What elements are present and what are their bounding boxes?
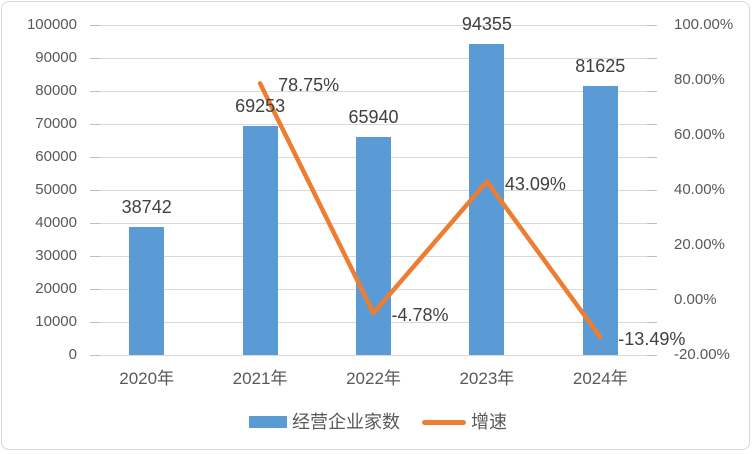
gridline [90,57,657,59]
x-axis-label: 2021年 [232,369,288,388]
axis-tick [647,255,657,257]
bar-value-label: 94355 [461,13,512,34]
bar [242,126,278,355]
axis-tick [90,255,100,257]
axis-tick [90,222,100,224]
axis-tick [647,354,657,356]
axis-tick [90,156,100,158]
axis-tick [647,24,657,26]
x-axis-label: 2020年 [119,369,175,388]
line-value-label: 43.09% [504,173,566,194]
axis-tick [647,288,657,290]
line-series-swatch-icon [422,419,466,425]
axis-tick [90,90,100,92]
gridline [90,24,657,26]
bar-series-swatch-icon [249,416,287,428]
legend-item-bar-series: 经营企业家数 [249,410,400,434]
bar-value-label: 69253 [235,96,286,117]
bar-value-label: 81625 [575,55,626,76]
right-axis-tick-label: 0.00% [674,291,717,308]
axis-tick [647,189,657,191]
axis-tick [90,189,100,191]
axis-tick [647,321,657,323]
axis-tick [647,57,657,59]
axis-tick [90,288,100,290]
left-axis-tick-label: 60000 [35,148,77,165]
bar [582,85,618,355]
axis-tick [647,123,657,125]
left-axis-tick-label: 0 [68,346,77,363]
line-value-label: 78.75% [278,75,340,96]
bar [469,43,505,355]
axis-tick [647,90,657,92]
axis-tick [90,24,100,26]
right-axis-tick-label: -20.00% [674,346,730,363]
axis-tick [647,156,657,158]
left-axis-tick-label: 100000 [26,16,77,33]
line-value-label: -13.49% [618,329,686,350]
bar-value-label: 38742 [121,197,172,218]
legend-label-line-series: 增速 [471,412,507,432]
x-axis-label: 2023年 [459,369,515,388]
left-axis-tick-label: 20000 [35,280,77,297]
x-axis-label: 2024年 [572,369,628,388]
legend-item-line-series: 增速 [422,410,507,434]
bar [129,227,165,355]
x-axis-label: 2022年 [346,369,401,388]
gridline [90,90,657,92]
left-axis-tick-label: 30000 [35,247,77,264]
left-axis-tick-label: 10000 [35,313,77,330]
axis-tick [90,57,100,59]
axis-tick [90,354,100,356]
axis-tick [90,321,100,323]
gridline [90,354,657,356]
axis-tick [647,222,657,224]
legend: 经营企业家数 增速 [2,410,752,434]
bar [356,137,391,355]
legend-label-bar-series: 经营企业家数 [292,412,400,432]
bar-value-label: 65940 [348,107,399,128]
right-axis-tick-label: 60.00% [674,126,725,143]
line-value-label: -4.78% [391,305,449,326]
left-axis-tick-label: 70000 [35,115,77,132]
left-axis-tick-label: 80000 [35,82,77,99]
axis-tick [90,123,100,125]
left-axis-tick-label: 40000 [35,214,77,231]
right-axis-tick-label: 20.00% [674,236,725,253]
left-axis-tick-label: 50000 [35,181,77,198]
right-axis-tick-label: 80.00% [674,71,725,88]
right-axis-tick-label: 100.00% [674,16,734,33]
right-axis-tick-label: 40.00% [674,181,725,198]
left-axis-tick-label: 90000 [35,49,77,66]
